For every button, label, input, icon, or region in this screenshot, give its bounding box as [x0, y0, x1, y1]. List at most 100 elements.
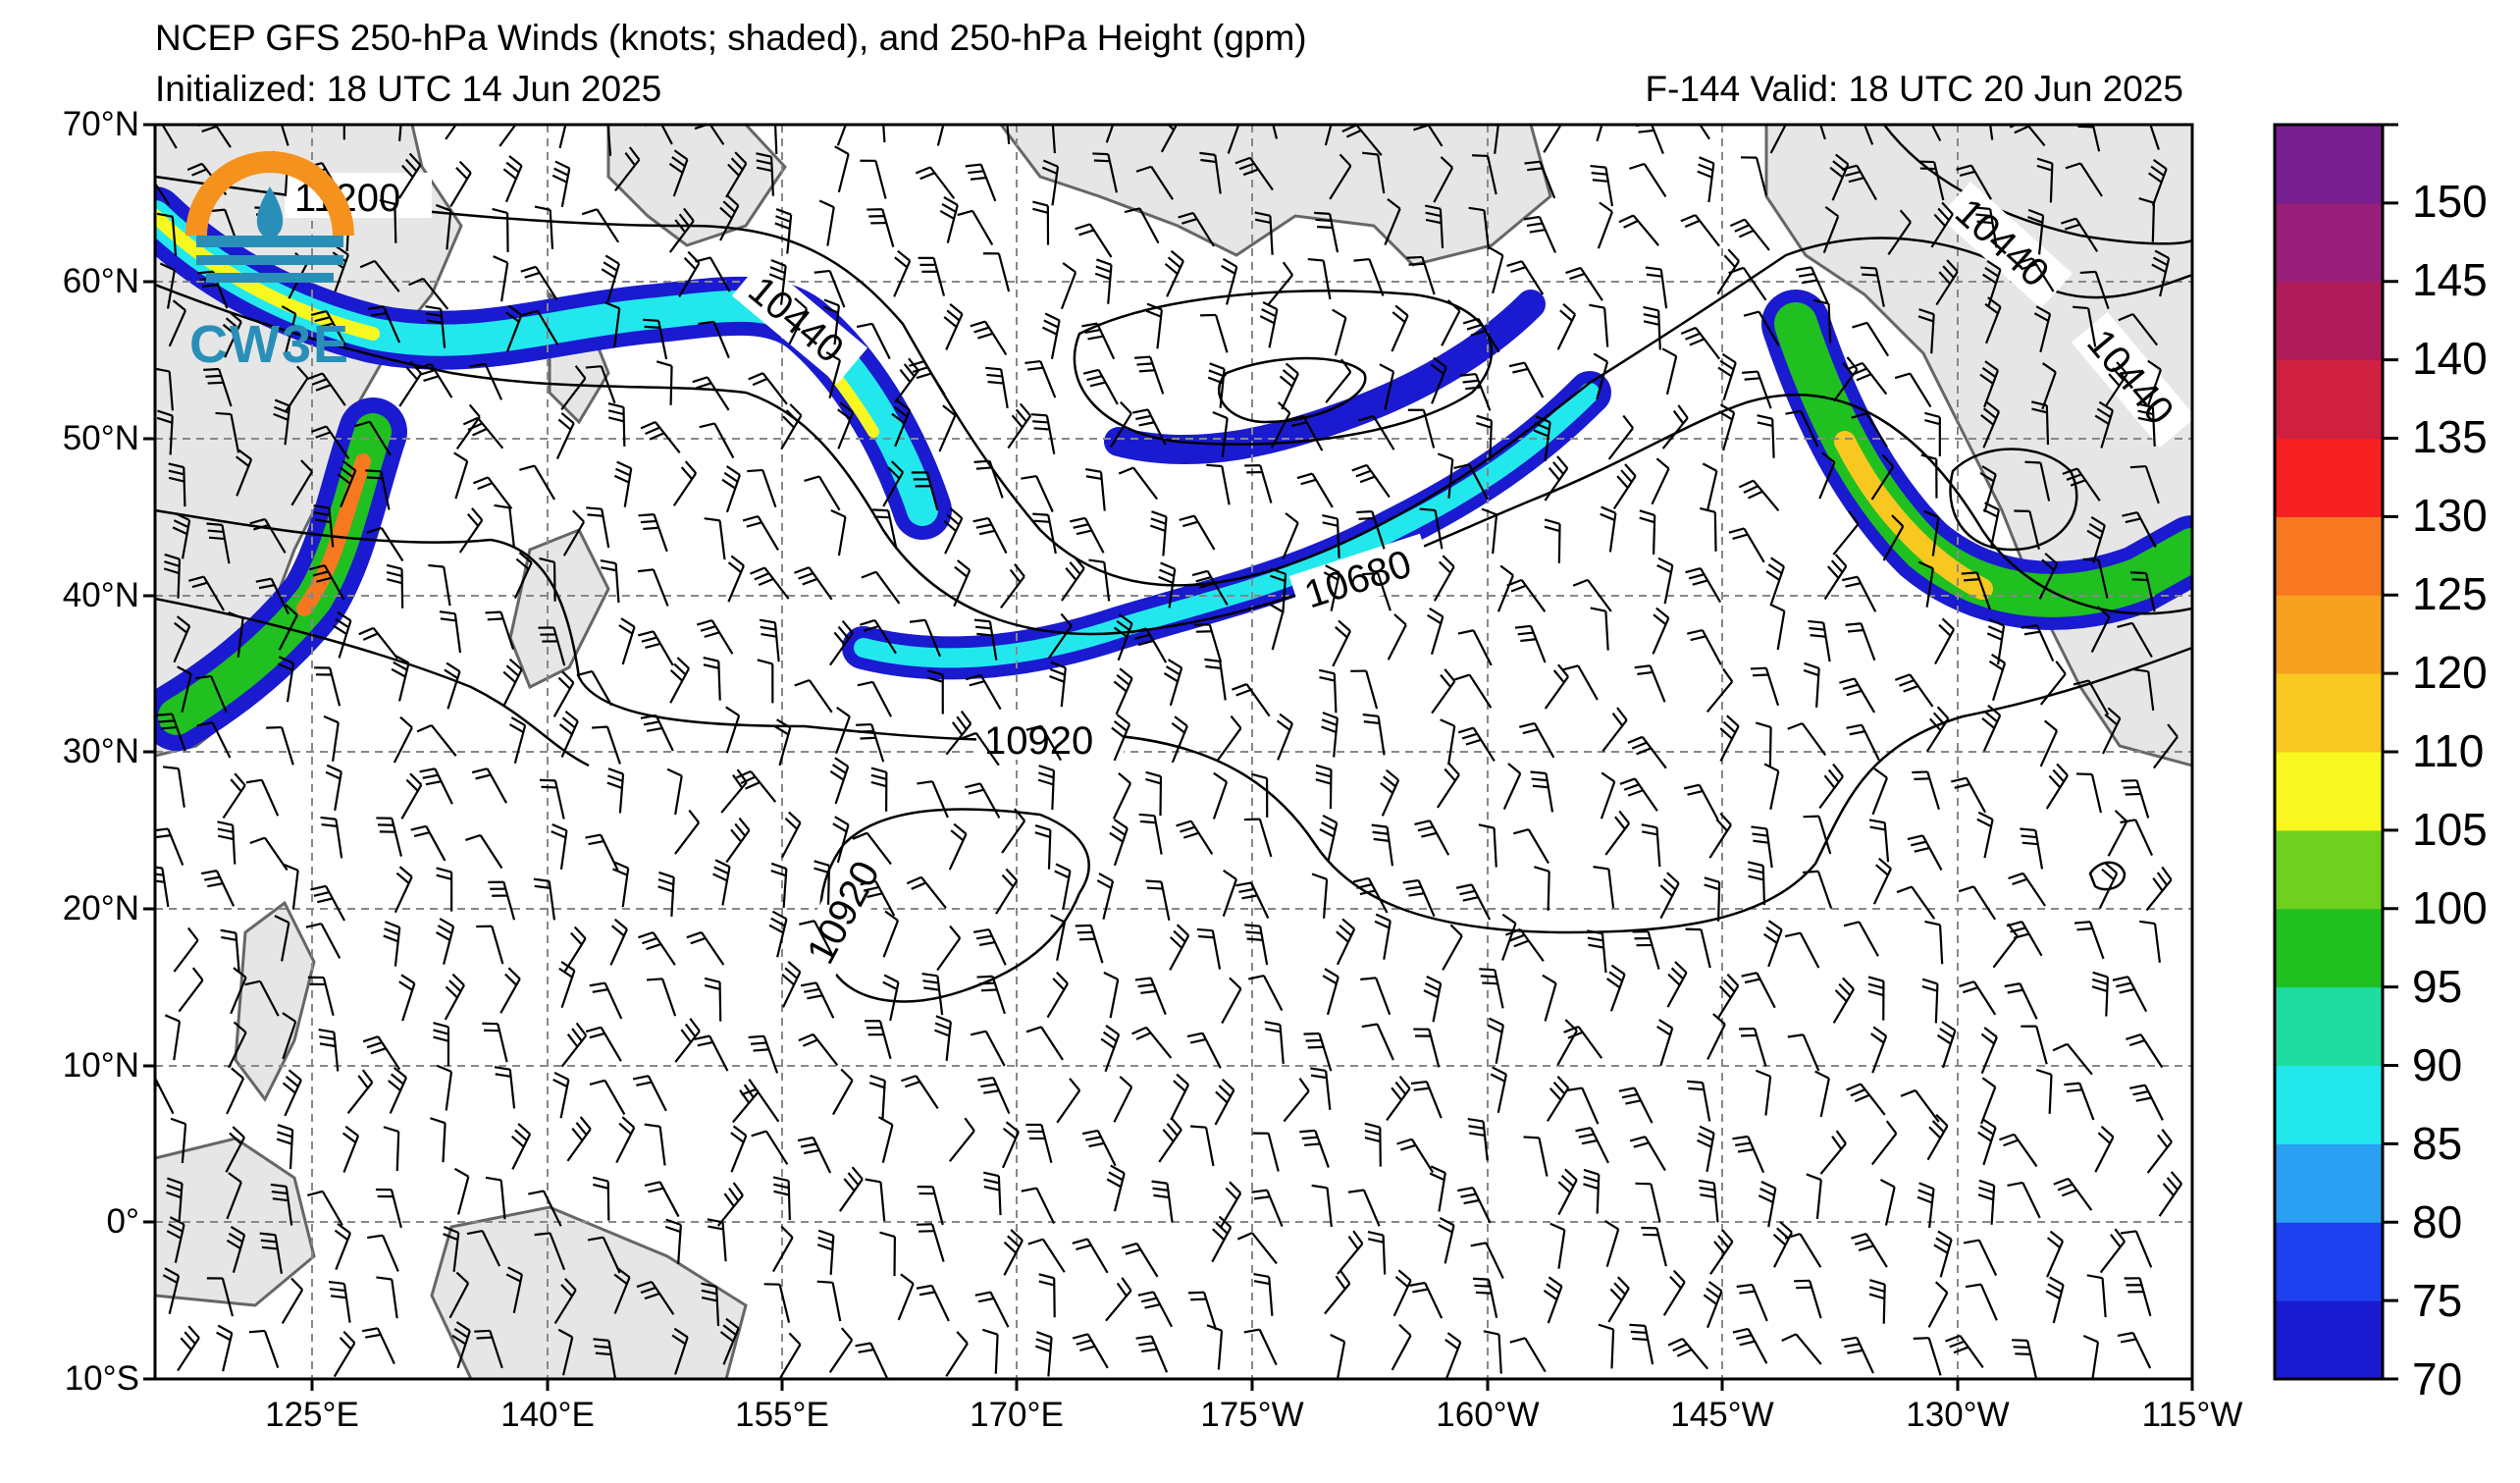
wind-barb — [2006, 921, 2043, 957]
wind-barb — [309, 564, 345, 601]
wind-barb — [560, 365, 587, 410]
wind-barb — [1227, 125, 1240, 154]
wind-barb — [1092, 152, 1119, 193]
wind-barb — [1299, 1129, 1330, 1168]
wind-barb — [1806, 1173, 1822, 1220]
wind-barb — [156, 713, 186, 752]
wind-barb — [1794, 1279, 1822, 1319]
wind-barb — [939, 196, 959, 243]
wind-barb — [2107, 810, 2128, 857]
wind-barb — [1431, 668, 1456, 715]
wind-barb — [877, 1116, 894, 1164]
wind-barb — [1583, 1168, 1601, 1214]
wind-barb — [310, 884, 346, 922]
wind-barb — [333, 610, 352, 659]
wind-barb — [1134, 355, 1165, 395]
lat-label: 20°N — [62, 889, 139, 927]
wind-barb — [1037, 765, 1056, 811]
wind-barb — [1352, 876, 1389, 914]
wind-barb — [1704, 876, 1721, 922]
wind-barb — [235, 449, 253, 497]
wind-barb — [2138, 197, 2156, 242]
wind-barb — [666, 768, 683, 816]
wind-barb — [664, 1218, 682, 1264]
wind-barb — [1667, 1337, 1709, 1370]
wind-barb — [2074, 921, 2105, 960]
wind-barb — [727, 555, 745, 603]
wind-barb — [2007, 1181, 2041, 1219]
wind-barb — [921, 972, 944, 1016]
wind-barb — [1072, 1333, 1109, 1369]
wind-barb — [1755, 1069, 1772, 1116]
colorbar-segment — [2275, 125, 2383, 204]
wind-barb — [281, 305, 297, 352]
wind-barb — [696, 619, 734, 655]
wind-barb — [159, 262, 176, 309]
wind-barb — [2129, 571, 2156, 612]
wind-barb — [725, 817, 751, 864]
wind-barb — [1818, 125, 1826, 140]
wind-barb — [1206, 463, 1231, 505]
wind-barb — [2061, 217, 2099, 252]
wind-barb — [915, 166, 956, 199]
wind-barb — [1253, 1272, 1274, 1316]
wind-barb — [965, 163, 997, 202]
wind-barb — [444, 973, 465, 1021]
wind-barb — [1913, 1337, 1942, 1376]
wind-barb — [1842, 575, 1877, 612]
colorbar-ticks — [2383, 123, 2398, 1381]
wind-barb — [1598, 1323, 1615, 1369]
lat-label: 30°N — [62, 732, 139, 770]
wind-barb — [173, 927, 199, 973]
wind-barb — [528, 1190, 562, 1227]
wind-barb — [1508, 361, 1545, 398]
wind-barb — [589, 1079, 626, 1116]
wind-barb — [307, 372, 346, 406]
wind-barb — [2027, 208, 2045, 255]
lon-label: 175°W — [1200, 1396, 1304, 1434]
wind-barb — [1839, 677, 1876, 714]
wind-barb — [436, 918, 455, 965]
wind-barb — [1717, 352, 1737, 400]
wind-barb — [1217, 715, 1242, 761]
wind-barb — [1661, 347, 1678, 396]
wind-barb — [2146, 1128, 2173, 1174]
colorbar-label: 110 — [2412, 725, 2485, 776]
wind-barb — [2024, 460, 2051, 502]
wind-barb — [1457, 726, 1496, 763]
wind-barb — [2117, 621, 2153, 659]
wind-barb — [1502, 763, 1522, 810]
wind-barb — [1781, 1333, 1822, 1365]
wind-barb — [2062, 467, 2101, 502]
wind-barb — [868, 1074, 886, 1121]
wind-barb — [751, 1130, 789, 1165]
wind-barb — [1270, 567, 1287, 613]
wind-barb — [1135, 1335, 1169, 1373]
wind-barb — [505, 1266, 523, 1313]
wind-barb — [668, 149, 689, 197]
wind-barb — [948, 822, 968, 871]
wind-barb — [1989, 125, 1994, 140]
wind-barb — [435, 203, 452, 250]
wind-barb — [164, 1014, 182, 1061]
wind-barb — [1024, 359, 1057, 398]
wind-barb — [1082, 368, 1119, 405]
wind-barb — [581, 208, 620, 243]
wind-barb — [1716, 973, 1740, 1020]
wind-barb — [1587, 929, 1607, 974]
wind-barb — [1741, 972, 1776, 1009]
wind-barb — [276, 1124, 294, 1170]
wind-barb — [882, 974, 900, 1022]
wind-barb — [318, 1028, 340, 1072]
wind-barb — [974, 1291, 1010, 1328]
wind-barb — [589, 981, 623, 1020]
wind-barb — [1739, 1027, 1767, 1067]
wind-barb — [1951, 776, 1987, 814]
wind-barb — [206, 522, 231, 564]
wind-barb — [1307, 257, 1332, 300]
wind-barb — [1362, 151, 1386, 194]
wind-barb — [1151, 1180, 1174, 1223]
wind-barb — [1386, 1075, 1411, 1122]
colorbar-label: 95 — [2412, 961, 2463, 1012]
